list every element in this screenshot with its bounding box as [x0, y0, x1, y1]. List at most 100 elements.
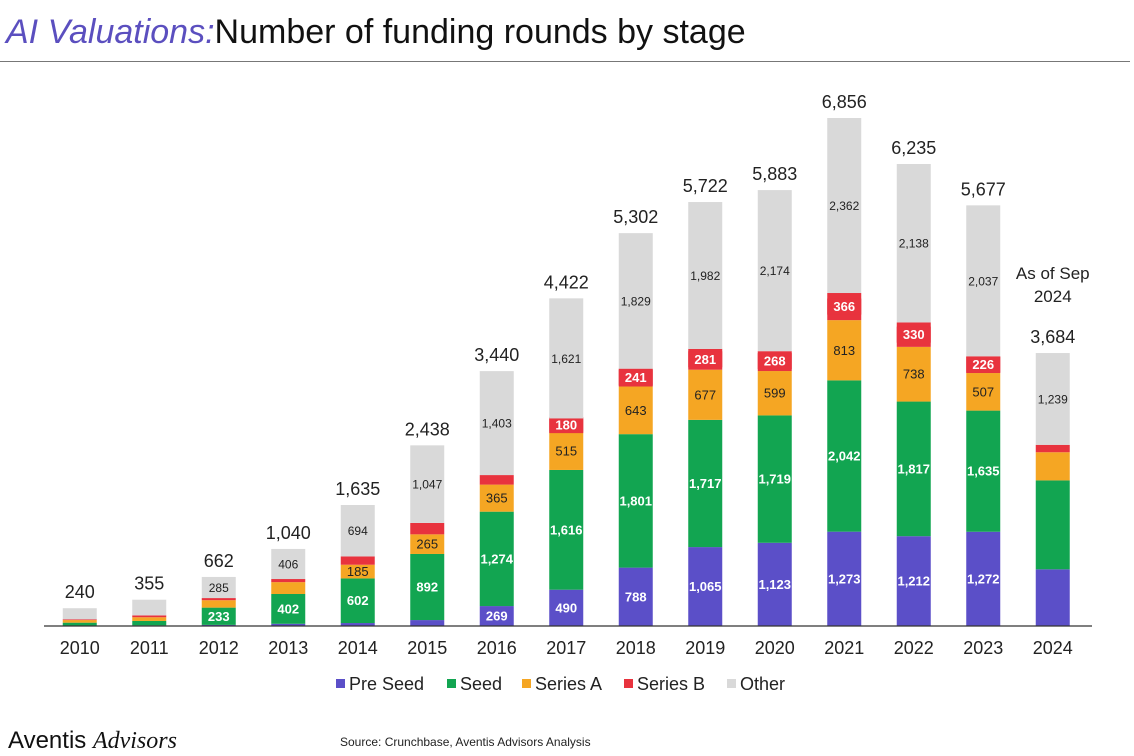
data-label-seed-2021: 2,042	[828, 449, 861, 464]
data-label-series-a-2014: 185	[347, 564, 369, 579]
bar-pre-seed-2017	[549, 589, 584, 626]
x-tick-2011: 2011	[130, 638, 169, 658]
logo-text-aventis: Aventis	[8, 727, 87, 754]
legend-label-other: Other	[740, 674, 785, 694]
bar-pre-seed-2015	[410, 620, 445, 626]
data-label-other-2020: 2,174	[760, 264, 790, 278]
bar-pre-seed-2021	[827, 531, 862, 626]
bar-seed-2018	[618, 434, 653, 568]
data-label-series-b-2020: 268	[764, 354, 786, 369]
total-label-2021: 6,856	[822, 92, 867, 112]
data-label-other-2018: 1,829	[621, 294, 651, 308]
legend-label-series-b: Series B	[637, 674, 705, 694]
bar-series-a-2011	[132, 617, 167, 621]
data-label-other-2019: 1,982	[690, 269, 720, 283]
title-brand: AI Valuations:	[6, 13, 215, 51]
bar-series-a-2023	[966, 373, 1001, 411]
bar-other-2016	[479, 371, 514, 476]
bar-seed-2013	[271, 593, 306, 624]
data-label-series-a-2022: 738	[903, 367, 925, 382]
data-label-series-a-2017: 515	[555, 443, 577, 458]
data-label-series-b-2023: 226	[972, 357, 994, 372]
data-label-series-a-2019: 677	[694, 387, 716, 402]
bar-series-a-2015	[410, 534, 445, 554]
x-tick-2024: 2024	[1033, 638, 1073, 658]
bar-pre-seed-2022	[896, 536, 931, 626]
total-label-2023: 5,677	[961, 179, 1006, 199]
title-divider	[0, 61, 1130, 62]
total-label-2015: 2,438	[405, 419, 450, 439]
label-bg-series-b-2019	[688, 351, 723, 368]
bar-other-2020	[757, 190, 792, 352]
legend-label-seed: Seed	[460, 674, 502, 694]
bar-series-a-2010	[62, 620, 97, 623]
bar-series-b-2013	[271, 579, 306, 583]
data-label-pre-seed-2023: 1,272	[967, 571, 1000, 586]
data-label-other-2015: 1,047	[412, 478, 442, 492]
bar-series-a-2013	[271, 582, 306, 594]
bar-other-2017	[549, 298, 584, 419]
data-label-other-2014: 694	[348, 524, 368, 538]
bar-series-a-2017	[549, 431, 584, 470]
data-label-seed-2012: 233	[208, 609, 230, 624]
data-label-series-b-2022: 330	[903, 327, 925, 342]
legend-swatch-seed	[447, 679, 456, 688]
data-label-series-b-2019: 281	[694, 352, 716, 367]
x-tick-2022: 2022	[894, 638, 934, 658]
data-label-seed-2014: 602	[347, 593, 369, 608]
data-label-seed-2023: 1,635	[967, 464, 1000, 479]
x-tick-2023: 2023	[963, 638, 1003, 658]
total-label-2022: 6,235	[891, 138, 936, 158]
data-label-seed-2022: 1,817	[897, 461, 930, 476]
bar-series-a-2012	[201, 600, 236, 608]
bar-series-a-2020	[757, 371, 792, 416]
total-label-2024: 3,684	[1030, 327, 1075, 347]
bar-seed-2021	[827, 380, 862, 532]
total-label-2014: 1,635	[335, 479, 380, 499]
total-label-2010: 240	[65, 582, 95, 602]
data-label-other-2017: 1,621	[551, 352, 581, 366]
bar-seed-2019	[688, 419, 723, 548]
bar-seed-2023	[966, 410, 1001, 532]
legend-swatch-pre-seed	[336, 679, 345, 688]
bar-other-2014	[340, 505, 375, 557]
bar-series-b-2014	[340, 556, 375, 565]
label-bg-series-b-2020	[757, 353, 792, 370]
data-label-pre-seed-2018: 788	[625, 589, 647, 604]
x-tick-2015: 2015	[407, 638, 447, 658]
bar-seed-2022	[896, 401, 931, 537]
label-bg-series-b-2022	[896, 326, 931, 343]
bar-other-2021	[827, 118, 862, 294]
total-label-2020: 5,883	[752, 164, 797, 184]
bar-seed-2012	[201, 607, 236, 625]
bar-series-b-2016	[479, 475, 514, 485]
total-label-2012: 662	[204, 551, 234, 571]
x-tick-2013: 2013	[268, 638, 308, 658]
bar-seed-2016	[479, 511, 514, 607]
bar-pre-seed-2023	[966, 531, 1001, 626]
total-label-2017: 4,422	[544, 272, 589, 292]
bar-seed-2020	[757, 415, 792, 543]
bar-seed-2014	[340, 578, 375, 624]
bar-series-a-2022	[896, 346, 931, 402]
data-label-pre-seed-2016: 269	[486, 609, 508, 624]
data-label-pre-seed-2019: 1,065	[689, 579, 722, 594]
bar-series-a-2018	[618, 386, 653, 435]
total-label-2013: 1,040	[266, 523, 311, 543]
data-label-other-2016: 1,403	[482, 417, 512, 431]
data-label-other-2024: 1,239	[1038, 392, 1068, 406]
data-label-series-b-2017: 180	[555, 418, 577, 433]
bar-other-2011	[132, 599, 167, 616]
bar-seed-2024	[1035, 480, 1070, 570]
bar-series-a-2016	[479, 484, 514, 512]
bar-series-a-2019	[688, 369, 723, 420]
bar-series-b-2010	[62, 619, 97, 621]
total-label-2018: 5,302	[613, 207, 658, 227]
bar-other-2024	[1035, 353, 1070, 445]
bar-pre-seed-2018	[618, 567, 653, 626]
bar-seed-2011	[132, 620, 167, 626]
bar-pre-seed-2020	[757, 542, 792, 626]
chart-title: AI Valuations:Number of funding rounds b…	[6, 12, 746, 52]
data-label-seed-2017: 1,616	[550, 522, 583, 537]
x-tick-2012: 2012	[199, 638, 239, 658]
